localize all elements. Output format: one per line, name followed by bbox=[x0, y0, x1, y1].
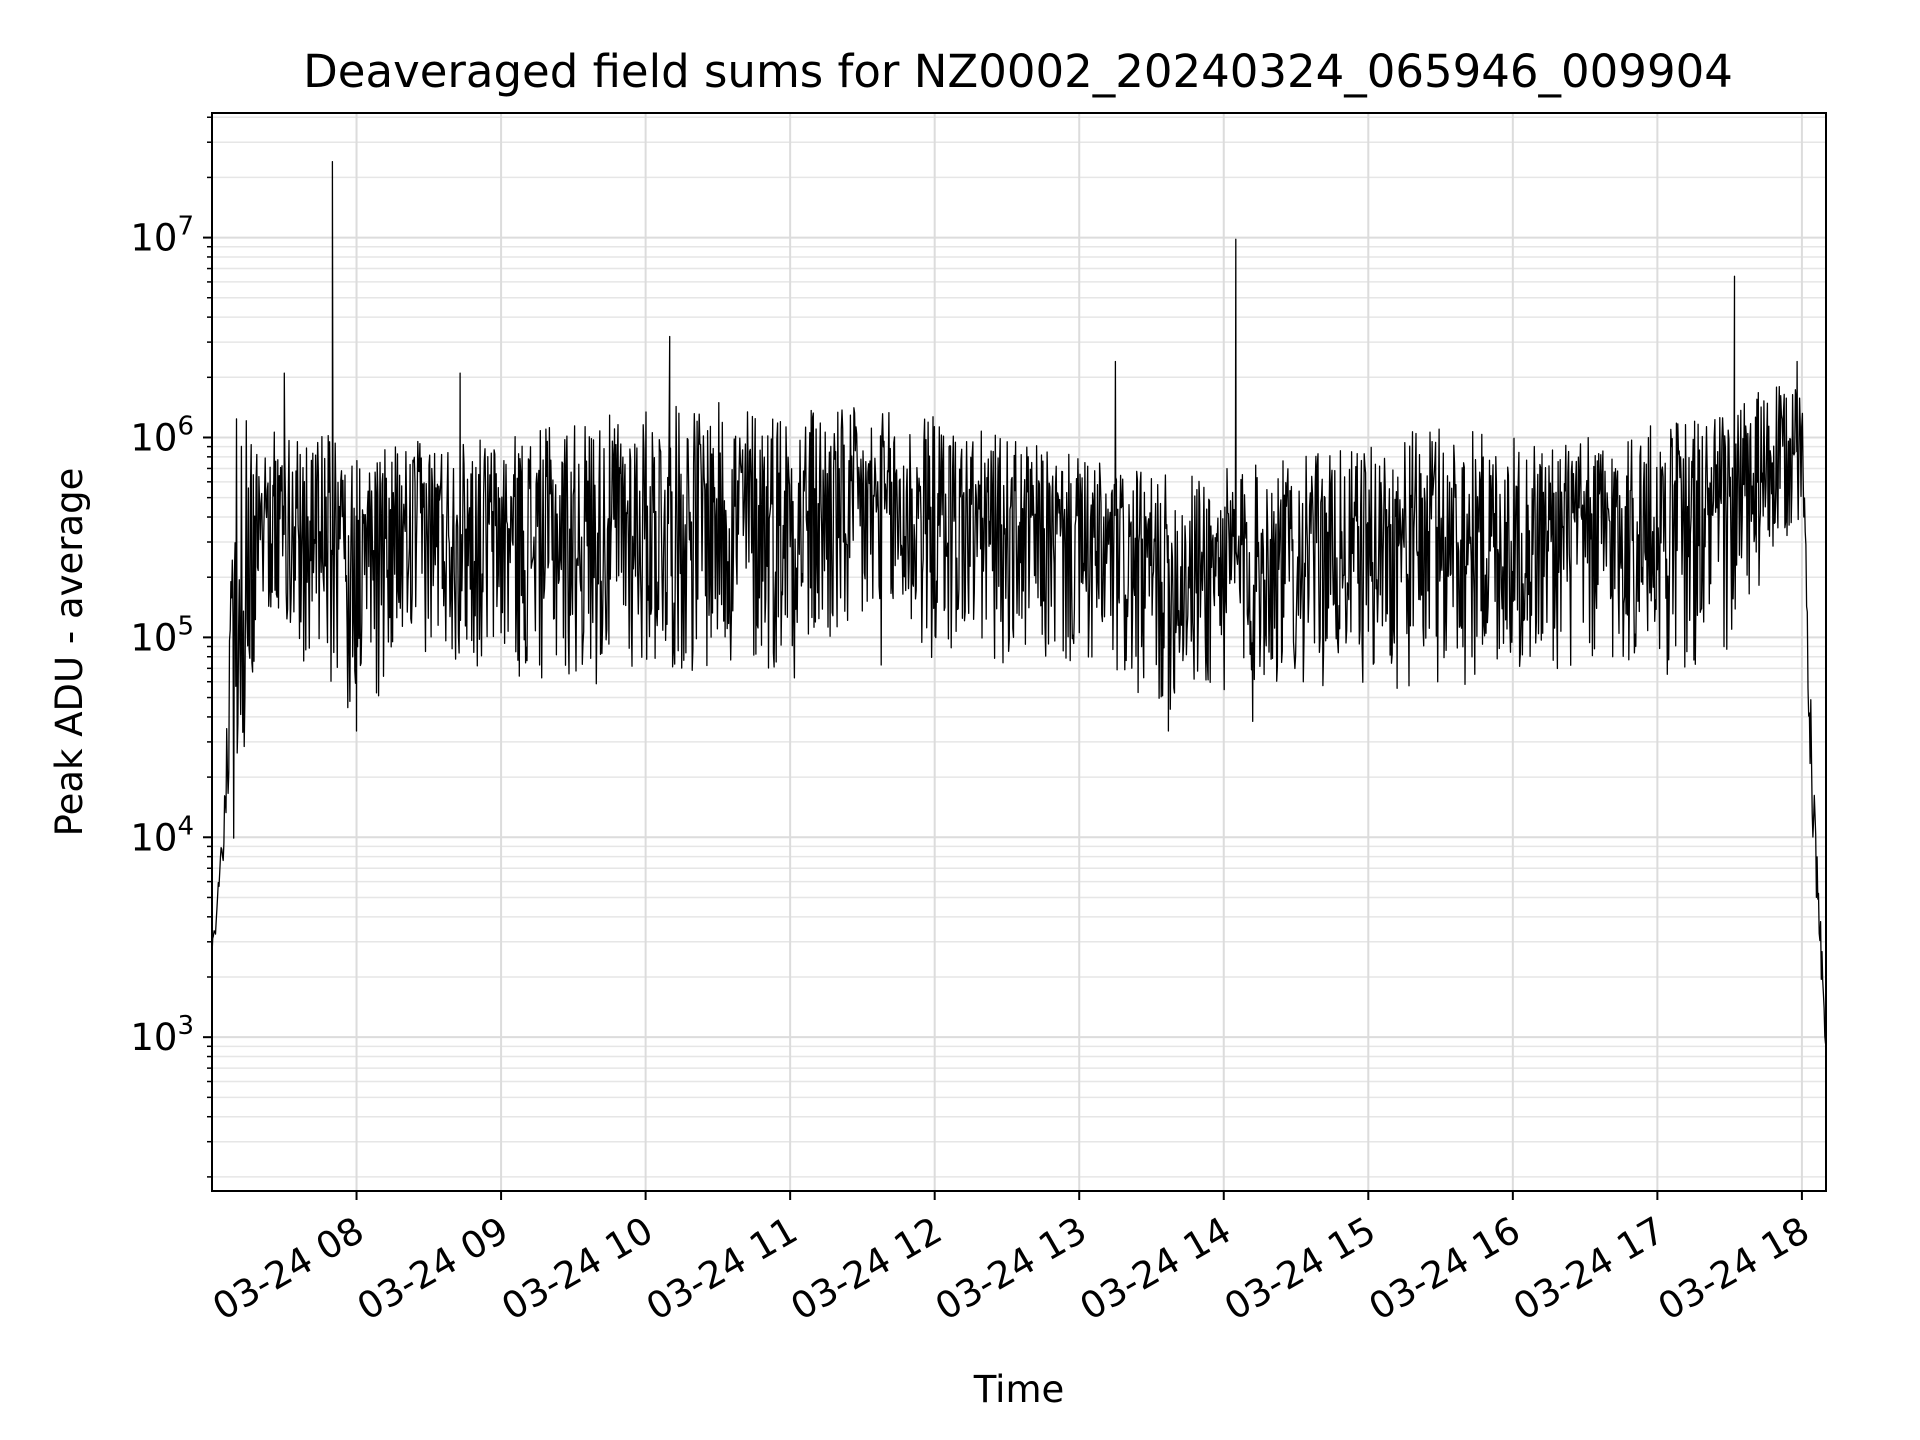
series-line bbox=[211, 160, 1827, 1044]
x-axis-label: Time bbox=[973, 1368, 1065, 1411]
y-tick-label-base: 10 bbox=[130, 1016, 177, 1059]
x-tick-label: 03-24 08 bbox=[205, 1209, 371, 1329]
y-tick-label-exponent: 6 bbox=[177, 411, 194, 441]
y-tick-label-base: 10 bbox=[130, 816, 177, 859]
y-tick-label-exponent: 5 bbox=[177, 611, 194, 641]
y-tick-label: 106 bbox=[130, 411, 194, 459]
x-tick-label: 03-24 17 bbox=[1506, 1209, 1672, 1329]
x-tick-label: 03-24 09 bbox=[350, 1209, 516, 1329]
x-tick-label: 03-24 18 bbox=[1651, 1209, 1817, 1329]
y-tick-label-base: 10 bbox=[130, 416, 177, 459]
x-tick-label: 03-24 13 bbox=[928, 1209, 1094, 1329]
y-tick-label: 107 bbox=[130, 212, 194, 260]
series-group bbox=[211, 160, 1827, 1044]
plot-frame bbox=[211, 112, 1827, 1192]
chart-title: Deaveraged field sums for NZ0002_2024032… bbox=[303, 45, 1733, 98]
x-tick-label: 03-24 10 bbox=[495, 1209, 661, 1329]
y-tick-label-exponent: 3 bbox=[177, 1011, 194, 1041]
y-axis-label: Peak ADU - average bbox=[48, 468, 91, 837]
x-tick-label: 03-24 16 bbox=[1362, 1209, 1528, 1329]
x-tick-label: 03-24 12 bbox=[784, 1209, 950, 1329]
plot-background bbox=[212, 113, 1826, 1191]
x-tick-label: 03-24 11 bbox=[639, 1209, 805, 1329]
x-tick-label: 03-24 14 bbox=[1073, 1209, 1239, 1329]
y-tick-label: 105 bbox=[130, 611, 194, 659]
y-tick-label-exponent: 7 bbox=[177, 212, 194, 242]
y-tick-label-base: 10 bbox=[130, 616, 177, 659]
y-tick-label: 104 bbox=[130, 811, 194, 859]
x-tick-label: 03-24 15 bbox=[1217, 1209, 1383, 1329]
y-tick-label-exponent: 4 bbox=[177, 811, 194, 841]
y-tick-label-base: 10 bbox=[130, 217, 177, 260]
y-tick-label: 103 bbox=[130, 1011, 194, 1059]
